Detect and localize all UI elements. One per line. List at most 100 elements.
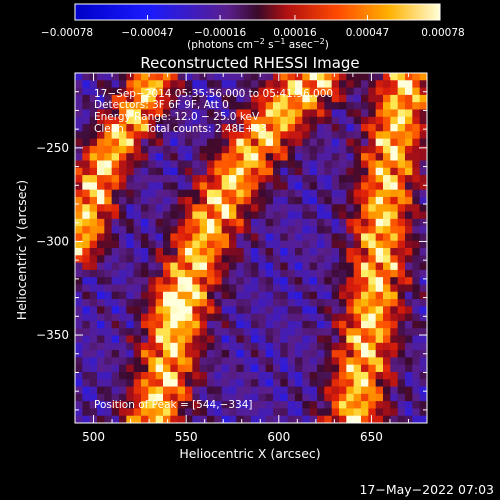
heatmap-cell <box>243 350 252 358</box>
heatmap-cell <box>111 262 120 271</box>
heatmap-cell <box>295 116 303 125</box>
heatmap-cell <box>361 218 369 227</box>
heatmap-cell <box>397 401 406 409</box>
heatmap-cell <box>339 342 347 351</box>
heatmap-cell <box>207 269 215 278</box>
heatmap-cell <box>287 240 296 249</box>
heatmap-cell <box>229 131 237 140</box>
heatmap-cell <box>251 226 259 234</box>
heatmap-cell <box>89 226 98 234</box>
heatmap-cell <box>133 313 142 322</box>
heatmap-cell <box>177 218 186 227</box>
heatmap-cell <box>221 284 230 293</box>
heatmap-cell <box>148 335 157 344</box>
heatmap-cell <box>280 167 289 176</box>
heatmap-cell <box>383 204 391 212</box>
heatmap-cell <box>163 109 171 118</box>
heatmap-cell <box>375 138 384 147</box>
y-axis-label: Heliocentric Y (arcsec) <box>14 180 29 320</box>
heatmap-cell <box>141 277 149 285</box>
heatmap-cell <box>236 357 245 366</box>
heatmap-cell <box>383 364 391 373</box>
heatmap-cell <box>383 73 391 81</box>
heatmap-cell <box>390 109 399 118</box>
heatmap-cell <box>353 233 362 242</box>
heatmap-cell <box>251 379 259 387</box>
heatmap-cell <box>111 350 120 358</box>
heatmap-cell <box>317 145 325 154</box>
heatmap-cell <box>214 153 223 161</box>
heatmap-cell <box>317 182 325 191</box>
heatmap-cell <box>412 306 421 315</box>
heatmap-cell <box>265 240 274 249</box>
heatmap-cell <box>236 109 245 118</box>
heatmap-cell <box>383 320 391 329</box>
heatmap-cell <box>170 218 179 227</box>
heatmap-cell <box>361 277 369 285</box>
heatmap-cell <box>309 240 318 249</box>
heatmap-cell <box>75 306 83 315</box>
heatmap-cell <box>251 189 259 198</box>
heatmap-cell <box>141 175 149 183</box>
heatmap-cell <box>126 299 135 307</box>
colorbar-tick-label: 0.00047 <box>346 27 389 39</box>
heatmap-cell <box>390 240 399 249</box>
heatmap-cell <box>199 145 208 154</box>
heatmap-cell <box>265 211 274 220</box>
heatmap-cell <box>258 350 267 358</box>
heatmap-cell <box>302 284 311 293</box>
heatmap-cell <box>141 233 149 242</box>
heatmap-cell <box>287 357 296 366</box>
heatmap-cell <box>192 218 201 227</box>
heatmap-cell <box>258 401 267 409</box>
heatmap-cell <box>104 357 113 366</box>
heatmap-cell <box>339 240 347 249</box>
heatmap-cell <box>185 320 193 329</box>
heatmap-cell <box>97 371 105 380</box>
heatmap-cell <box>111 313 120 322</box>
heatmap-cell <box>133 255 142 263</box>
heatmap-cell <box>141 240 149 249</box>
heatmap-cell <box>97 218 105 227</box>
heatmap-cell <box>199 291 208 300</box>
heatmap-cell <box>405 248 413 256</box>
heatmap-cell <box>111 226 120 234</box>
heatmap-cell <box>397 313 406 322</box>
heatmap-cell <box>199 175 208 183</box>
heatmap-cell <box>412 284 421 293</box>
heatmap-cell <box>170 109 179 118</box>
heatmap-cell <box>368 379 377 387</box>
heatmap-cell <box>111 211 120 220</box>
heatmap-cell <box>243 218 252 227</box>
heatmap-cell <box>199 102 208 110</box>
heatmap-cell <box>82 204 91 212</box>
heatmap-cell <box>163 87 171 96</box>
heatmap-cell <box>346 342 355 351</box>
heatmap-cell <box>375 408 384 417</box>
heatmap-cell <box>412 364 421 373</box>
heatmap-cell <box>397 364 406 373</box>
heatmap-cell <box>390 138 399 147</box>
heatmap-cell <box>397 175 406 183</box>
heatmap-cell <box>390 313 399 322</box>
heatmap-cell <box>346 94 355 103</box>
heatmap-cell <box>273 408 281 417</box>
heatmap-cell <box>324 167 333 176</box>
heatmap-cell <box>397 131 406 140</box>
heatmap-cell <box>346 196 355 205</box>
heatmap-cell <box>163 138 171 147</box>
heatmap-cell <box>141 102 149 110</box>
heatmap-cell <box>199 379 208 387</box>
heatmap-cell <box>295 255 303 263</box>
heatmap-cell <box>221 226 230 234</box>
heatmap-cell <box>353 167 362 176</box>
heatmap-cell <box>104 233 113 242</box>
heatmap-cell <box>258 204 267 212</box>
heatmap-cell <box>192 124 201 132</box>
heatmap-cell <box>412 299 421 307</box>
heatmap-cell <box>89 386 98 395</box>
heatmap-cell <box>405 306 413 315</box>
heatmap-cell <box>192 342 201 351</box>
heatmap-cell <box>214 160 223 169</box>
heatmap-cell <box>317 233 325 242</box>
